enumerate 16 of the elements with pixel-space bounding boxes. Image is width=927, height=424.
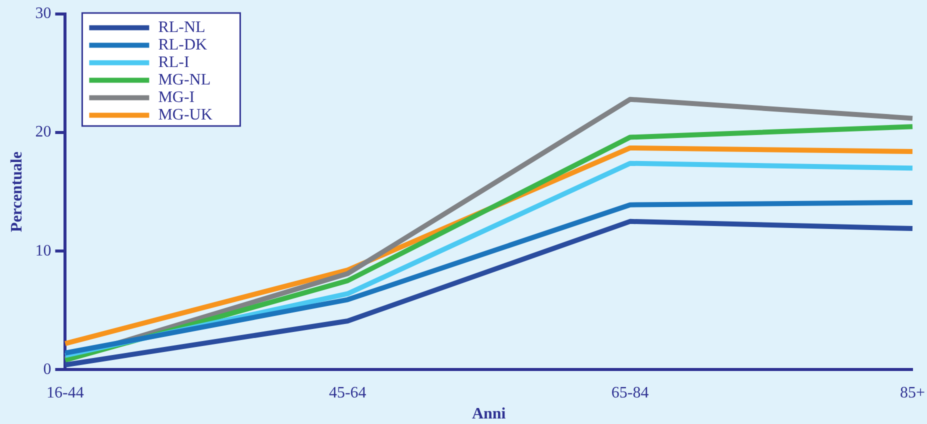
x-tick-label: 45-64 — [328, 384, 366, 402]
y-tick-label: 20 — [35, 124, 52, 141]
y-axis-title: Percentuale — [8, 152, 26, 232]
legend-label: RL-NL — [158, 18, 206, 36]
x-tick-label: 16-44 — [46, 384, 84, 402]
legend-label: MG-I — [158, 88, 195, 106]
x-tick-label: 65-84 — [611, 384, 649, 402]
y-tick-label: 10 — [35, 242, 52, 260]
y-tick-label: 0 — [43, 360, 52, 378]
legend-label: MG-NL — [158, 71, 211, 88]
x-axis-title: Anni — [472, 406, 506, 423]
y-tick-label: 30 — [35, 5, 52, 22]
legend-label: RL-DK — [158, 36, 208, 54]
legend-label: MG-UK — [158, 106, 213, 124]
legend-label: RL-I — [158, 54, 190, 71]
x-tick-label: 85+ — [900, 384, 926, 402]
